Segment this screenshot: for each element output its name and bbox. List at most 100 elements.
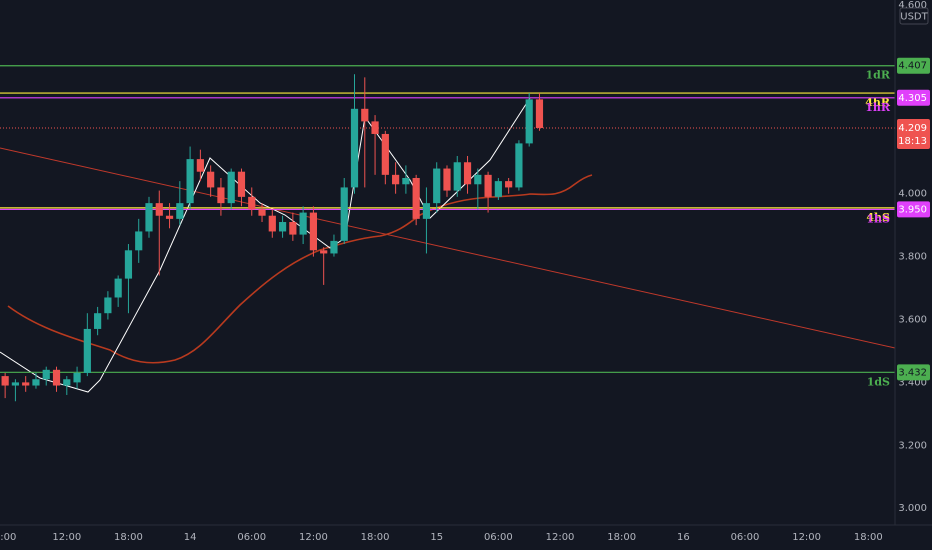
level-name: 4hR — [865, 96, 891, 109]
candle-body — [463, 162, 472, 185]
candle-body — [63, 379, 71, 386]
candle-body — [381, 133, 389, 175]
level-name: 1hS — [866, 212, 890, 225]
y-tick-label: 3.200 — [898, 440, 927, 451]
candle-body — [371, 121, 379, 134]
y-tick-label: 4.600 — [898, 0, 927, 11]
level-name: 1hR — [865, 101, 891, 114]
x-tick-label: 12:00 — [52, 532, 81, 543]
candle-body — [237, 171, 246, 197]
candle-body — [309, 212, 318, 251]
candle-body — [248, 196, 256, 210]
candle-body — [402, 177, 410, 185]
candle-body — [73, 372, 81, 383]
candle-body — [104, 297, 112, 314]
price-tag — [897, 364, 930, 381]
level-name: 1dS — [867, 375, 890, 388]
candle-body — [186, 159, 194, 204]
candle-body — [525, 99, 533, 144]
moving-average — [7, 174, 593, 364]
currency-box — [899, 7, 929, 25]
x-tick-label: 18:00 — [607, 532, 636, 543]
price-tag — [897, 201, 930, 218]
candle-body — [135, 231, 143, 251]
candle-body — [1, 376, 9, 386]
x-tick-label: 6:00 — [0, 532, 16, 543]
last-price-tag — [897, 118, 930, 149]
x-tick-label: 18:00 — [854, 532, 883, 543]
candle-body — [145, 203, 153, 232]
x-tick-label: 12:00 — [546, 532, 575, 543]
price-axis — [895, 0, 932, 550]
trend-line — [0, 147, 896, 349]
y-tick-label: 3.400 — [898, 377, 927, 388]
candle-body — [443, 168, 451, 191]
x-tick-label: 18:00 — [361, 532, 390, 543]
x-tick-label: 06:00 — [484, 532, 513, 543]
candles — [1, 74, 544, 402]
price-tag-label: 3.950 — [898, 204, 927, 215]
x-tick-label: 06:00 — [237, 532, 266, 543]
candle-body — [412, 177, 420, 219]
x-tick-label: 14 — [184, 532, 197, 543]
candle-body — [11, 382, 20, 386]
candle-body — [42, 369, 50, 380]
candle-body — [515, 143, 523, 188]
candle-body — [422, 203, 431, 219]
candle-body — [94, 313, 102, 329]
x-tick-label: 16 — [677, 532, 690, 543]
y-tick-label: 4.000 — [898, 189, 927, 200]
candle-body — [350, 108, 359, 188]
currency-label: USDT — [900, 12, 928, 23]
price-tag — [897, 57, 930, 74]
candle-body — [392, 174, 400, 185]
candle-body — [278, 222, 287, 232]
candle-body — [433, 168, 441, 204]
y-tick-label: 3.800 — [898, 252, 927, 263]
candle-body — [340, 187, 348, 241]
candle-body — [83, 328, 91, 373]
candle-body — [155, 203, 163, 216]
candle-body — [474, 174, 482, 185]
candle-body — [22, 382, 30, 386]
candle-body — [207, 171, 215, 188]
candle-body — [217, 187, 225, 204]
price-tag-label: 4.305 — [898, 93, 927, 104]
y-tick-label: 3.000 — [898, 503, 927, 514]
candle-body — [494, 181, 502, 197]
x-tick-label: 18:00 — [114, 532, 143, 543]
last-price-label: 4.209 — [898, 123, 927, 134]
candle-body — [124, 250, 133, 279]
candle-body — [176, 203, 184, 219]
price-tag — [897, 89, 930, 106]
candle-body — [535, 99, 544, 128]
candle-body — [227, 171, 235, 204]
candle-body — [165, 215, 174, 219]
candle-body — [114, 278, 122, 298]
level-name: 4hS — [866, 211, 890, 224]
candle-body — [453, 162, 461, 191]
price-tag-label: 4.407 — [898, 61, 927, 72]
candle-body — [299, 212, 307, 235]
candle-body — [268, 215, 276, 232]
candle-body — [320, 250, 328, 254]
countdown: 18:13 — [898, 136, 927, 147]
candle-body — [258, 209, 266, 216]
candle-body — [196, 159, 204, 172]
candle-body — [52, 369, 61, 386]
candle-body — [505, 181, 513, 188]
x-tick-label: 12:00 — [299, 532, 328, 543]
level-name: 1dR — [866, 69, 891, 82]
candle-body — [484, 174, 492, 197]
x-tick-label: 06:00 — [731, 532, 760, 543]
x-tick-label: 12:00 — [792, 532, 821, 543]
price-tag-label: 3.432 — [898, 367, 927, 378]
candle-body — [32, 379, 40, 386]
candle-body — [361, 108, 369, 122]
candle-body — [289, 222, 297, 235]
x-tick-label: 15 — [430, 532, 443, 543]
y-tick-label: 3.600 — [898, 314, 927, 325]
candle-body — [330, 240, 338, 254]
